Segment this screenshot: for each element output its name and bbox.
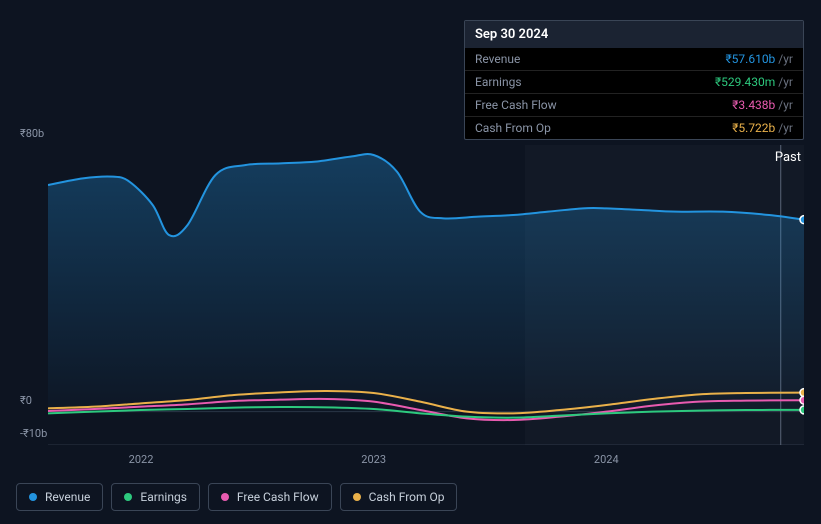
past-label: Past [775,150,801,165]
tooltip-row: Earnings ₹529.430m/yr [465,70,803,93]
x-axis-label: 2023 [361,453,386,466]
tooltip-value: ₹57.610b/yr [725,52,793,66]
tooltip-row: Revenue ₹57.610b/yr [465,48,803,70]
legend: Revenue Earnings Free Cash Flow Cash Fro… [16,483,457,511]
legend-item[interactable]: Cash From Op [340,483,458,511]
tooltip-label: Revenue [475,52,520,66]
tooltip-value: ₹3.438b/yr [732,98,793,112]
legend-item[interactable]: Free Cash Flow [208,483,332,511]
legend-label: Earnings [140,490,187,504]
tooltip-value: ₹529.430m/yr [715,75,793,89]
legend-item[interactable]: Earnings [111,483,200,511]
tooltip-label: Cash From Op [475,121,551,135]
tooltip-row: Free Cash Flow ₹3.438b/yr [465,93,803,116]
x-axis-label: 2022 [129,453,154,466]
x-axis-label: 2024 [594,453,619,466]
legend-dot [221,493,229,501]
y-axis-label: ₹0 [20,394,32,407]
tooltip-label: Earnings [475,75,522,89]
y-axis-label: ₹80b [20,127,44,140]
legend-label: Revenue [45,490,90,504]
chart-svg [48,145,804,445]
tooltip-row: Cash From Op ₹5.722b/yr [465,116,803,139]
legend-dot [353,493,361,501]
tooltip-value: ₹5.722b/yr [732,121,793,135]
legend-dot [124,493,132,501]
legend-label: Cash From Op [369,490,445,504]
chart-area [48,145,804,445]
legend-item[interactable]: Revenue [16,483,103,511]
tooltip-date: Sep 30 2024 [465,21,803,48]
tooltip-box: Sep 30 2024 Revenue ₹57.610b/yrEarnings … [464,20,804,140]
legend-label: Free Cash Flow [237,490,319,504]
y-axis-label: -₹10b [20,427,47,440]
legend-dot [29,493,37,501]
tooltip-label: Free Cash Flow [475,98,557,112]
